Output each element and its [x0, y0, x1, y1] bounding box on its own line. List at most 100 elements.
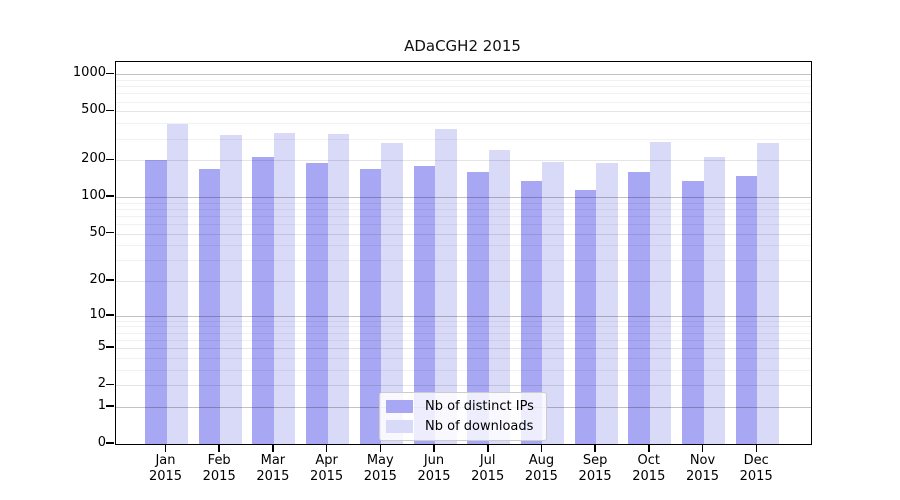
- y-tick-mark-5: [106, 346, 114, 348]
- y-tick-mark-200: [106, 158, 114, 160]
- bar-downloads-jul: [488, 150, 511, 444]
- bar-distinct-ips-jan: [145, 160, 167, 444]
- bar-distinct-ips-feb: [198, 168, 221, 444]
- y-tick-mark-50: [106, 231, 114, 234]
- y-tick-mark-100: [106, 195, 114, 197]
- gridline-6: [116, 339, 811, 341]
- y-tick-label-1000: 1000: [72, 65, 106, 81]
- x-tick-mark-may: [379, 444, 382, 452]
- y-tick-mark-10: [106, 314, 114, 316]
- x-tick-label-oct: Oct 2015: [632, 453, 666, 484]
- x-tick-label-nov: Nov 2015: [685, 453, 720, 484]
- x-tick-label-may: May 2015: [363, 453, 397, 484]
- gridline-100: [116, 197, 811, 199]
- x-tick-mark-apr: [325, 444, 328, 452]
- x-tick-mark-feb: [218, 444, 220, 452]
- x-tick-label-sep: Sep 2015: [578, 453, 612, 484]
- legend: Nb of distinct IPs Nb of downloads: [379, 392, 547, 441]
- y-tick-label-200: 200: [81, 151, 106, 167]
- gridline-500: [116, 111, 811, 113]
- gridline-40: [116, 245, 811, 247]
- y-tick-label-10: 10: [89, 306, 106, 322]
- gridline-90: [116, 202, 811, 204]
- x-tick-label-jul: Jul 2015: [471, 453, 505, 484]
- y-tick-mark-0: [106, 442, 114, 444]
- gridline-60: [116, 224, 811, 225]
- gridline-3: [116, 369, 811, 371]
- bar-distinct-ips-oct: [628, 171, 650, 444]
- y-tick-label-500: 500: [81, 102, 106, 118]
- bar-downloads-may: [381, 143, 403, 444]
- x-tick-label-jun: Jun 2015: [417, 453, 451, 484]
- y-tick-mark-500: [106, 109, 114, 112]
- gridline-5: [116, 348, 811, 350]
- gridline-400: [116, 123, 811, 125]
- bar-downloads-dec: [757, 142, 779, 444]
- y-tick-mark-2: [106, 383, 114, 385]
- gridline-300: [116, 138, 811, 140]
- x-tick-mark-nov: [701, 444, 704, 452]
- x-tick-mark-aug: [540, 444, 543, 452]
- bar-downloads-jan: [166, 124, 188, 444]
- bar-downloads-mar: [273, 132, 296, 444]
- gridline-50: [116, 233, 811, 235]
- gridline-70: [116, 215, 811, 217]
- bar-downloads-aug: [542, 162, 564, 444]
- x-tick-mark-sep: [594, 444, 596, 452]
- y-tick-mark-1000: [106, 72, 114, 75]
- gridline-900: [116, 80, 811, 81]
- y-tick-mark-20: [106, 279, 114, 281]
- bar-distinct-ips-nov: [682, 180, 704, 444]
- y-tick-label-0: 0: [97, 435, 106, 450]
- y-tick-label-1: 1: [97, 397, 106, 413]
- x-tick-label-jan: Jan 2015: [148, 453, 183, 484]
- x-tick-label-apr: Apr 2015: [310, 453, 344, 484]
- y-tick-label-20: 20: [89, 272, 106, 288]
- gridline-700: [116, 93, 811, 95]
- y-tick-label-50: 50: [89, 224, 106, 240]
- bar-distinct-ips-jun: [413, 166, 435, 444]
- y-tick-label-100: 100: [81, 188, 106, 204]
- y-tick-mark-1: [106, 405, 114, 407]
- bar-downloads-feb: [220, 135, 242, 444]
- gridline-200: [116, 160, 811, 162]
- x-tick-label-mar: Mar 2015: [256, 453, 290, 484]
- bar-distinct-ips-sep: [574, 190, 597, 444]
- legend-label-distinct-ips: Nb of distinct IPs: [425, 399, 534, 414]
- gridline-7: [116, 332, 811, 334]
- legend-swatch-downloads: [386, 420, 413, 433]
- y-tick-label-5: 5: [97, 339, 106, 355]
- bar-downloads-jun: [435, 129, 457, 444]
- bar-downloads-oct: [649, 141, 672, 444]
- gridline-8: [116, 326, 811, 328]
- x-tick-label-aug: Aug 2015: [524, 453, 558, 484]
- gridline-20: [116, 281, 811, 283]
- gridline-4: [116, 357, 811, 359]
- x-tick-label-feb: Feb 2015: [202, 453, 236, 484]
- gridline-1000: [116, 74, 811, 76]
- legend-label-downloads: Nb of downloads: [425, 419, 534, 434]
- gridline-2: [116, 385, 811, 387]
- gridline-30: [116, 260, 811, 262]
- bar-downloads-apr: [327, 134, 350, 444]
- legend-item-downloads: Nb of downloads: [386, 419, 534, 434]
- x-tick-mark-mar: [272, 444, 274, 452]
- x-tick-mark-jul: [487, 444, 489, 452]
- legend-swatch-distinct-ips: [386, 400, 413, 413]
- y-tick-label-2: 2: [97, 376, 106, 392]
- bar-distinct-ips-dec: [735, 175, 758, 444]
- gridline-600: [116, 101, 811, 103]
- bar-downloads-sep: [596, 163, 618, 444]
- x-tick-label-dec: Dec 2015: [739, 453, 773, 484]
- x-tick-mark-jan: [164, 444, 167, 452]
- gridline-800: [116, 86, 811, 88]
- x-tick-mark-oct: [648, 444, 650, 452]
- bar-distinct-ips-aug: [520, 180, 543, 444]
- plot-area: Nb of distinct IPs Nb of downloads: [115, 61, 812, 445]
- chart-title: ADaCGH2 2015: [404, 37, 521, 55]
- bar-downloads-nov: [703, 156, 725, 444]
- bar-distinct-ips-may: [359, 168, 382, 444]
- x-tick-mark-jun: [433, 444, 435, 452]
- bar-distinct-ips-apr: [306, 163, 328, 444]
